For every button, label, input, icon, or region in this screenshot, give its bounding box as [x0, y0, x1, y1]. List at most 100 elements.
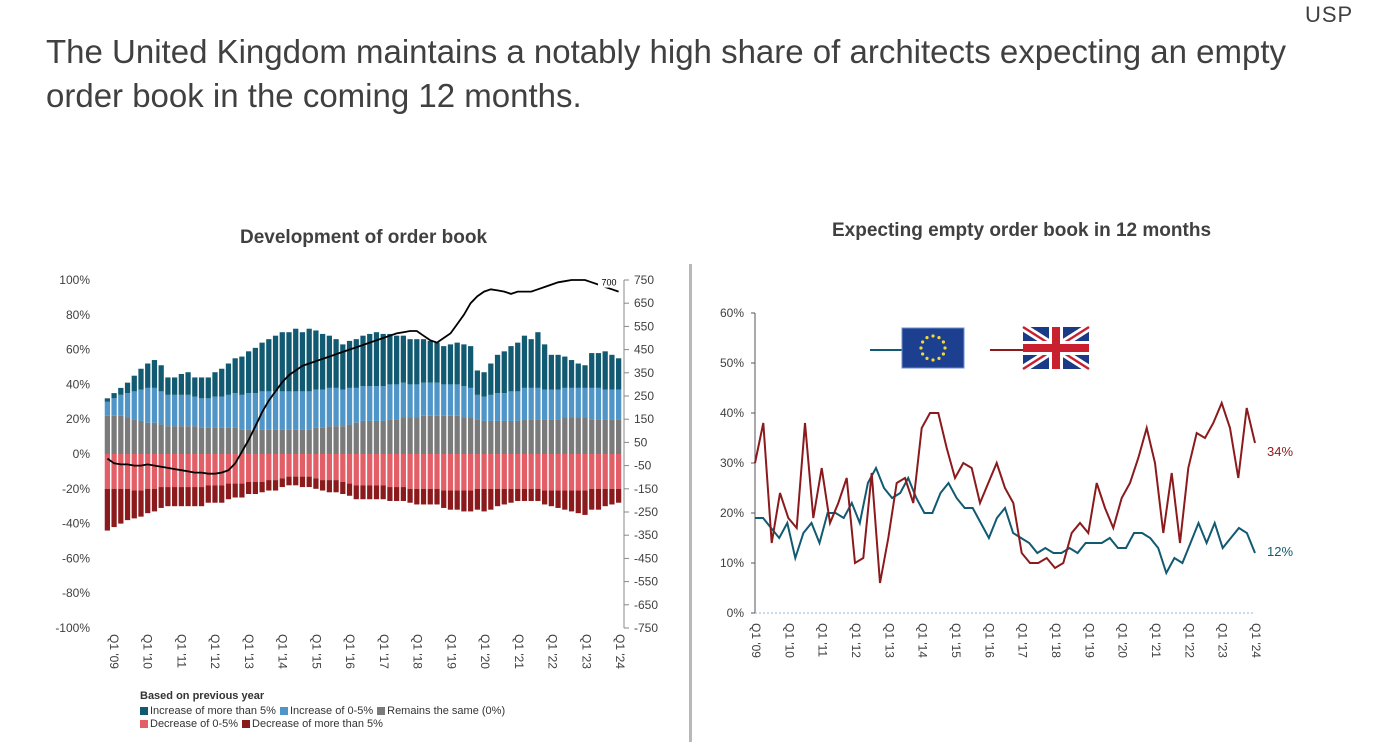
x-tick-label: Q1 '15: [309, 634, 323, 669]
bar-decrease-more-5: [158, 487, 164, 508]
bar-increase-0-5: [420, 382, 427, 416]
bar-remains-same: [461, 417, 467, 454]
bar-decrease-0-5: [501, 454, 507, 489]
bar-decrease-more-5: [198, 487, 205, 507]
bar-increase-0-5: [320, 389, 326, 428]
bar-remains-same: [609, 419, 615, 454]
bar-decrease-more-5: [353, 485, 359, 500]
bar-remains-same: [232, 427, 238, 454]
bar-increase-more-5: [582, 365, 588, 388]
bar-increase-more-5: [124, 382, 131, 394]
legend-item-decrease-more-5: Decrease of more than 5%: [242, 718, 383, 730]
bar-increase-0-5: [219, 396, 225, 428]
bar-decrease-more-5: [542, 490, 548, 505]
bar-increase-more-5: [461, 344, 467, 387]
bar-decrease-more-5: [394, 487, 400, 501]
bar-increase-0-5: [394, 384, 400, 420]
bar-remains-same: [158, 424, 164, 454]
bar-remains-same: [192, 426, 198, 454]
bar-decrease-more-5: [407, 488, 413, 503]
bar-decrease-0-5: [279, 454, 285, 479]
bar-increase-more-5: [286, 332, 292, 392]
bar-increase-0-5: [192, 396, 198, 427]
bar-remains-same: [542, 419, 548, 454]
y-tick-label: -100%: [55, 621, 90, 635]
bar-decrease-more-5: [414, 488, 420, 505]
y-tick-label: 20%: [66, 412, 90, 426]
bar-increase-more-5: [481, 372, 487, 397]
legend-item-remains-same: Remains the same (0%): [377, 705, 505, 717]
bar-decrease-more-5: [609, 488, 615, 505]
bar-decrease-more-5: [595, 488, 602, 510]
bar-remains-same: [488, 420, 494, 454]
x-tick-label: Q1 '14: [916, 623, 930, 658]
bar-decrease-0-5: [272, 454, 279, 481]
bar-decrease-0-5: [205, 454, 211, 486]
y2-tick-label: -150: [634, 482, 658, 496]
x-tick-label: Q1 '09: [107, 634, 121, 669]
bar-decrease-0-5: [562, 454, 568, 491]
eu-flag-star: [931, 358, 935, 362]
bar-decrease-0-5: [515, 454, 521, 489]
bar-decrease-0-5: [104, 454, 110, 489]
x-tick-label: Q1 '23: [579, 634, 593, 669]
uk-line: [754, 400, 1256, 584]
bar-remains-same: [360, 420, 366, 454]
bar-decrease-0-5: [192, 454, 198, 488]
bar-increase-0-5: [562, 387, 568, 418]
bar-increase-more-5: [575, 363, 581, 388]
bar-increase-0-5: [373, 386, 380, 421]
bar-increase-0-5: [367, 386, 373, 421]
bar-remains-same: [138, 420, 144, 454]
bar-increase-more-5: [609, 354, 615, 390]
eu-flag-star: [937, 336, 941, 340]
bar-remains-same: [528, 419, 534, 454]
bar-decrease-more-5: [508, 488, 514, 503]
x-tick-label: Q1 '18: [411, 634, 425, 669]
bar-increase-0-5: [239, 394, 245, 430]
bar-decrease-0-5: [219, 454, 225, 486]
bar-increase-more-5: [313, 330, 319, 390]
bar-increase-more-5: [454, 342, 460, 385]
bar-increase-more-5: [272, 335, 279, 392]
bar-decrease-more-5: [259, 481, 265, 493]
line-annotation-box: [598, 276, 620, 288]
bar-decrease-0-5: [259, 454, 265, 482]
y2-tick-label: 650: [634, 296, 654, 310]
y-tick-label: 0%: [727, 606, 745, 620]
legend-swatch: [279, 707, 288, 715]
bar-increase-0-5: [568, 387, 575, 418]
y2-tick-label: -50: [634, 459, 652, 473]
bar-remains-same: [272, 429, 279, 454]
y-tick-label: 60%: [66, 343, 90, 357]
bar-remains-same: [468, 417, 474, 454]
bar-decrease-more-5: [124, 488, 131, 521]
left-chart-title: Development of order book: [240, 227, 488, 248]
bar-increase-more-5: [548, 354, 554, 390]
bar-increase-more-5: [380, 333, 386, 387]
bar-decrease-more-5: [145, 488, 151, 514]
bar-decrease-0-5: [306, 454, 312, 477]
bar-remains-same: [326, 426, 332, 454]
bar-decrease-more-5: [528, 488, 534, 501]
eu-end-label: 12%: [1267, 544, 1293, 559]
bar-decrease-0-5: [360, 454, 366, 486]
bar-increase-0-5: [447, 384, 454, 416]
bar-increase-more-5: [279, 332, 285, 392]
bar-decrease-more-5: [299, 476, 306, 488]
bar-decrease-0-5: [508, 454, 514, 489]
bar-remains-same: [165, 426, 171, 454]
y2-tick-label: 450: [634, 343, 654, 357]
bar-increase-0-5: [595, 387, 602, 420]
bar-increase-0-5: [333, 387, 339, 427]
bar-increase-more-5: [340, 344, 346, 390]
bar-remains-same: [145, 422, 151, 454]
bar-increase-0-5: [609, 389, 615, 420]
bar-decrease-more-5: [387, 487, 393, 501]
x-tick-label: Q1 '23: [1216, 623, 1230, 658]
bar-decrease-more-5: [589, 488, 595, 510]
bar-remains-same: [131, 419, 137, 454]
bar-decrease-0-5: [400, 454, 406, 488]
bar-increase-0-5: [589, 387, 595, 420]
bar-increase-0-5: [293, 391, 299, 430]
